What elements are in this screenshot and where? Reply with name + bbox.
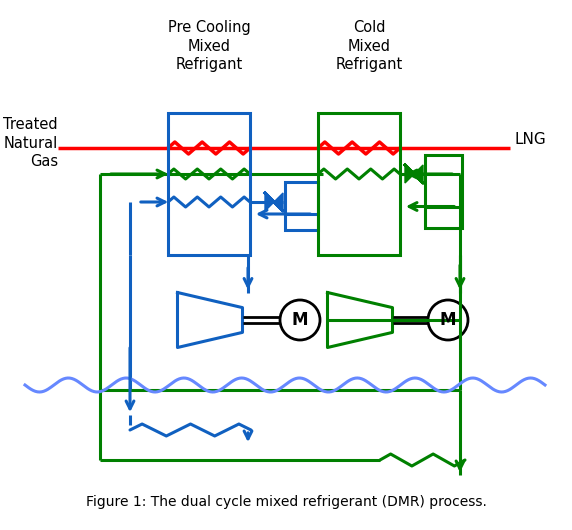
Text: LNG: LNG [515,132,547,147]
Text: M: M [292,311,308,329]
Bar [168,113,250,255]
Text: Treated
Natural
Gas: Treated Natural Gas [3,117,58,169]
Bar [318,113,400,255]
Text: Cold
Mixed
Refrigant: Cold Mixed Refrigant [335,20,403,72]
Text: M: M [440,311,456,329]
Text: Figure 1: The dual cycle mixed refrigerant (DMR) process.: Figure 1: The dual cycle mixed refrigera… [86,495,486,509]
Polygon shape [405,165,414,183]
Polygon shape [265,193,274,211]
Polygon shape [274,193,283,211]
Bar [285,182,318,230]
Bar [425,155,462,228]
Text: Pre Cooling
Mixed
Refrigant: Pre Cooling Mixed Refrigant [168,20,251,72]
Polygon shape [414,165,423,183]
